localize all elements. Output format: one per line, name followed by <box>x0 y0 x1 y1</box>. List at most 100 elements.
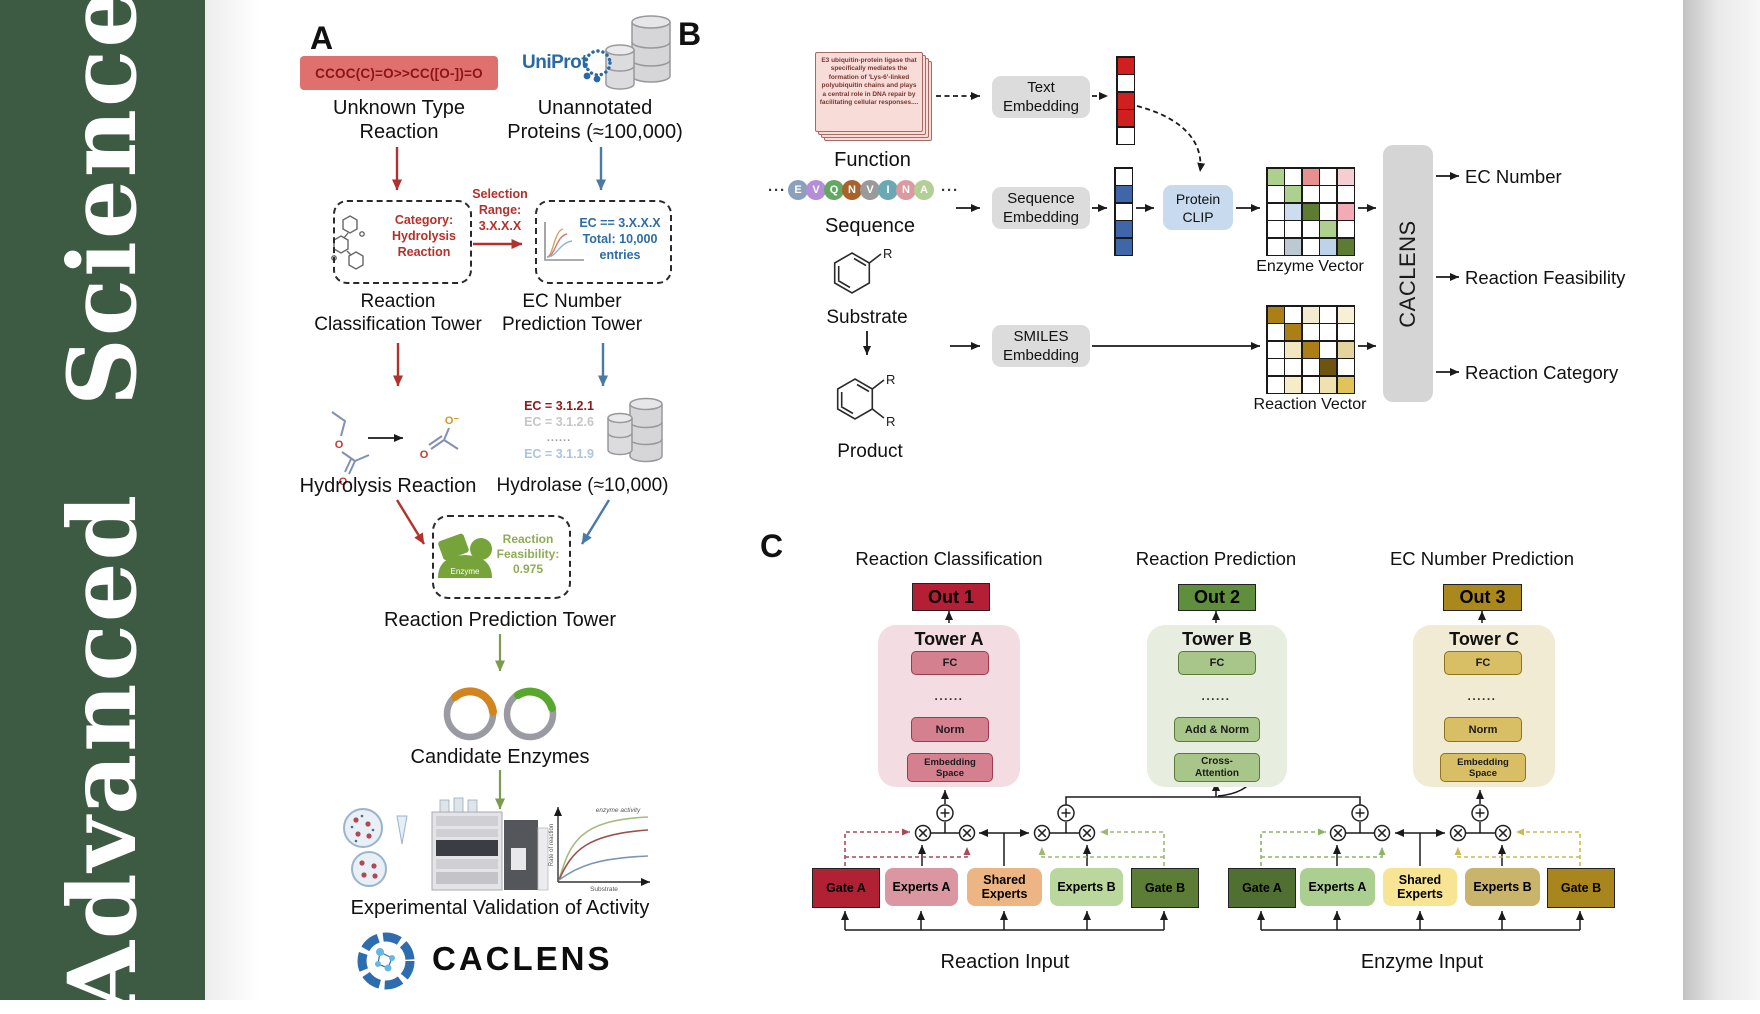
svg-text:O: O <box>420 449 429 461</box>
svg-text:R: R <box>883 246 892 261</box>
caclens-logo-icon <box>357 932 415 990</box>
plasmid-icons <box>443 687 557 741</box>
reaction-input-label: Reaction Input <box>940 951 1070 973</box>
svg-text:O⁻: O⁻ <box>445 415 460 427</box>
tower-a-embedding: Embedding Space <box>907 753 993 782</box>
function-label: Function <box>834 149 911 171</box>
ec-item-dots: ...... <box>546 432 572 444</box>
svg-text:O: O <box>339 476 348 488</box>
out1-box: Out 1 <box>912 583 990 611</box>
sample-icons <box>343 808 408 887</box>
journal-banner: Advanced Science <box>0 0 205 1014</box>
enzyme-vector-label: Enzyme Vector <box>1256 258 1364 275</box>
svg-text:enzyme activity: enzyme activity <box>596 807 641 814</box>
text-embedding-vector <box>1116 56 1135 145</box>
column-title-reaction-classification: Reaction Classification <box>855 548 1043 569</box>
ec-selection-text: EC == 3.X.X.X Total: 10,000 entries <box>579 216 661 262</box>
tower-a-name: Tower A <box>914 629 984 649</box>
tower-c-fc: FC <box>1444 651 1522 675</box>
svg-text:Enzyme: Enzyme <box>451 567 480 576</box>
enzyme-gate-b: Gate B <box>1547 868 1615 908</box>
uniprot-logo-icon <box>583 49 612 83</box>
ec-dashed-box <box>535 200 672 284</box>
smiles-string: CCOC(C)=O>>CC([O-])=O <box>315 65 483 81</box>
reaction-shared-experts: Shared Experts <box>967 868 1042 906</box>
caclens-brand-text: CACLENS <box>432 940 613 977</box>
enzyme-vector-grid <box>1266 167 1355 256</box>
protein-clip-box: Protein CLIP <box>1163 185 1233 230</box>
sum-nodes <box>936 804 1489 822</box>
unknown-type-label: Unknown Type Reaction <box>333 97 465 143</box>
svg-text:Substrate: Substrate <box>590 886 618 893</box>
substrate-label: Substrate <box>826 307 908 328</box>
tower-b-fc: FC <box>1178 651 1256 675</box>
sequence-ellipsis-right: ··· <box>941 182 959 199</box>
sequence-embedding-vector <box>1114 167 1133 256</box>
out2-box: Out 2 <box>1178 584 1256 611</box>
product-molecule: R R <box>836 372 895 429</box>
database-icon <box>605 15 671 90</box>
enzyme-shared-experts: Shared Experts <box>1383 868 1457 906</box>
reaction-experts-a: Experts A <box>885 868 958 906</box>
hydrolase-label: Hydrolase (≈10,000) <box>496 475 669 496</box>
panel-c-label: C <box>760 528 784 564</box>
hydrolysis-molecules: O O O⁻ O <box>331 411 460 488</box>
category-text: Category: Hydrolysis Reaction <box>392 213 456 259</box>
enzyme-experts-b: Experts B <box>1465 868 1540 906</box>
curve-icon <box>544 222 584 261</box>
enzyme-icon: Enzyme <box>438 533 492 578</box>
substrate-molecule: R <box>833 246 892 294</box>
tower-a-norm: Norm <box>911 717 989 742</box>
svg-text:Rate of reaction: Rate of reaction <box>549 824 555 866</box>
feasibility-dashed-box <box>432 515 571 599</box>
reaction-gate-a: Gate A <box>812 868 880 908</box>
ec-item: EC = 3.1.1.9 <box>524 447 594 461</box>
reaction-vector-label: Reaction Vector <box>1253 396 1367 413</box>
ec-tower-label: EC Number Prediction Tower <box>501 291 643 335</box>
tower-b-cross-attention: Cross- Attention <box>1174 753 1260 782</box>
reaction-experts-b: Experts B <box>1050 868 1123 906</box>
multiply-nodes <box>914 824 1512 842</box>
output-reaction-category: Reaction Category <box>1465 362 1619 383</box>
caclens-module-label: CACLENS <box>1395 219 1420 328</box>
tower-c-dots: ...... <box>1467 689 1497 703</box>
svg-text:O: O <box>335 439 344 451</box>
hplc-machine-icon <box>431 797 549 891</box>
column-title-ec-prediction: EC Number Prediction <box>1389 548 1575 569</box>
classification-dashed-box <box>333 200 472 284</box>
unannotated-proteins-label: Unannotated Proteins (≈100,000) <box>507 97 683 143</box>
tower-b-dots: ...... <box>1201 689 1231 703</box>
text-embedding-box: Text Embedding <box>992 76 1090 118</box>
tower-a-dots: ...... <box>934 689 964 703</box>
output-reaction-feasibility: Reaction Feasibility <box>1465 267 1626 288</box>
panel-b-label: B <box>678 16 702 52</box>
function-description: E3 ubiquitin-protein ligase that specifi… <box>819 57 919 107</box>
panel-b-arrows <box>863 92 1459 376</box>
hydrolysis-reaction-label: Hydrolysis Reaction <box>299 475 477 497</box>
feasibility-text: Reaction Feasibility: 0.975 <box>496 532 560 576</box>
column-title-reaction-prediction: Reaction Prediction <box>1135 548 1297 569</box>
reaction-vector-grid <box>1266 305 1355 394</box>
gate-routes <box>844 828 1581 866</box>
svg-text:R: R <box>886 414 895 429</box>
ec-item: EC = 3.1.2.6 <box>524 415 594 429</box>
ec-candidate-list: EC = 3.1.2.1 EC = 3.1.2.6 ...... EC = 3.… <box>516 398 602 462</box>
reaction-gate-b: Gate B <box>1131 868 1199 908</box>
ec-item: EC = 3.1.2.1 <box>524 399 594 413</box>
tower-b-name: Tower B <box>1182 629 1252 649</box>
smiles-embedding-box: SMILES Embedding <box>992 325 1090 367</box>
output-ec-number: EC Number <box>1465 166 1562 187</box>
function-card: E3 ubiquitin-protein ligase that specifi… <box>815 52 923 132</box>
tower-c-norm: Norm <box>1444 717 1522 742</box>
caclens-module-bar: CACLENS <box>1383 145 1433 402</box>
enzyme-input-label: Enzyme Input <box>1360 951 1484 973</box>
smiles-reaction-box: CCOC(C)=O>>CC([O-])=O <box>300 56 498 90</box>
activity-graph: enzyme activity Rate of reaction Substra… <box>549 807 650 893</box>
classification-tower-label: Reaction Classification Tower <box>314 291 482 335</box>
panel-a-arrows <box>368 147 611 810</box>
panel-a-label: A <box>310 20 334 56</box>
prediction-tower-label: Reaction Prediction Tower <box>384 609 616 631</box>
sequence-label: Sequence <box>824 215 916 237</box>
hydrolase-database-icon <box>607 397 663 463</box>
